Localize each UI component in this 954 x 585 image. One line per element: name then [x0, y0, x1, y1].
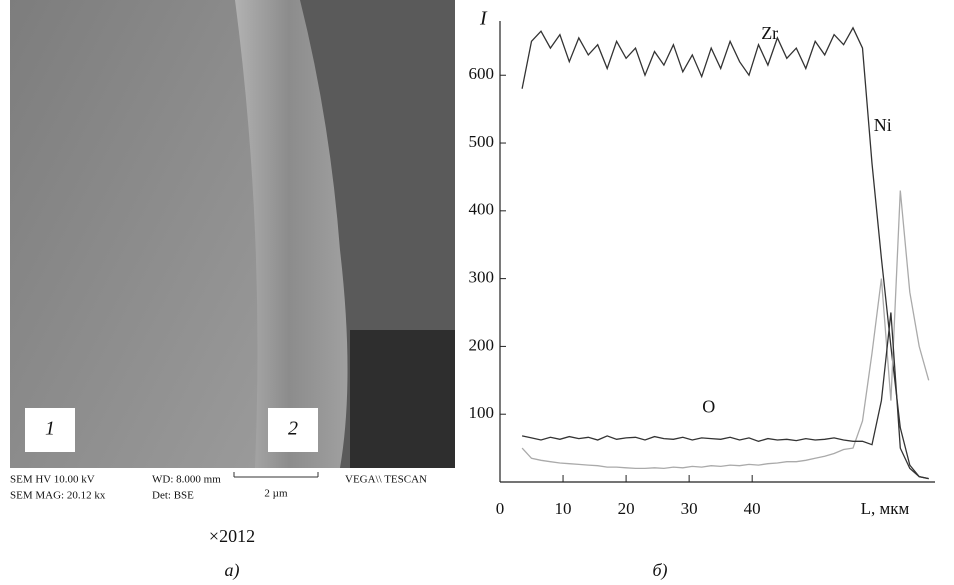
y-tick-label: 400 [469, 200, 495, 219]
y-tick-label: 300 [469, 268, 495, 287]
y-tick-label: 600 [469, 64, 495, 83]
sem-info: WD: 8.000 mm [152, 474, 221, 486]
series-line [521, 26, 929, 480]
caption: б) [652, 560, 667, 581]
series-line [521, 190, 930, 470]
y-tick-label: 200 [469, 335, 495, 354]
sem-info: Det: BSE [152, 490, 194, 502]
series-line [521, 312, 929, 480]
series-label: Ni [874, 115, 892, 135]
scale-bar-label: 2 µm [264, 488, 288, 500]
series-label: Zr [761, 23, 778, 43]
x-tick-label: 30 [681, 499, 698, 518]
sem-info: VEGA\\ TESCAN [345, 474, 427, 486]
sem-info: SEM HV 10.00 kV [10, 474, 95, 486]
y-axis-label: I [479, 8, 488, 30]
series-label: O [702, 396, 715, 416]
x-tick-label: 0 [496, 499, 505, 518]
x-tick-label: 20 [618, 499, 635, 518]
region-label: 1 [45, 418, 55, 440]
x-tick-label: 10 [555, 499, 572, 518]
y-tick-label: 100 [469, 403, 495, 422]
region-label: 2 [288, 418, 298, 440]
x-tick-label: 40 [744, 499, 761, 518]
y-tick-label: 500 [469, 132, 495, 151]
caption: а) [225, 560, 240, 581]
sem-image [10, 0, 455, 478]
x-axis-label: L, мкм [861, 499, 910, 518]
magnification: ×2012 [209, 526, 255, 546]
sem-info: SEM MAG: 20.12 kx [10, 490, 106, 502]
